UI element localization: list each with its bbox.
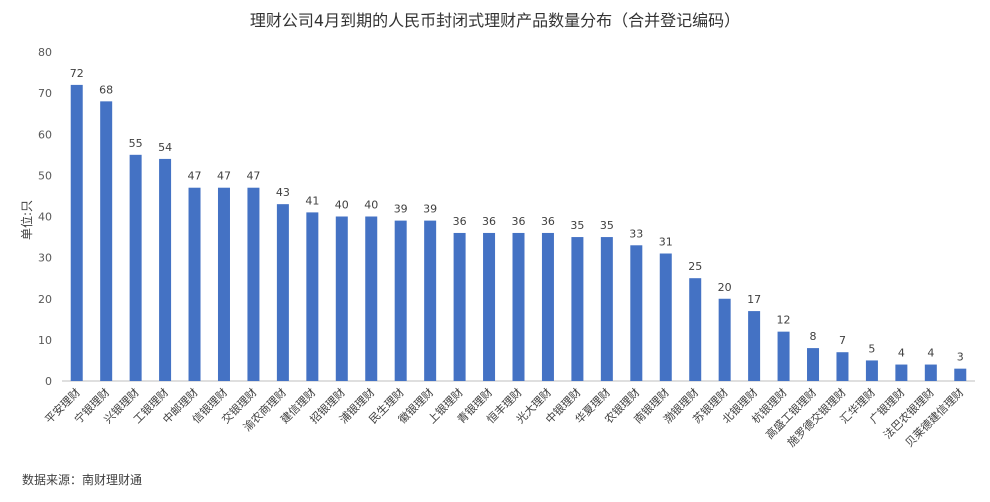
bar	[453, 232, 466, 381]
bars-group	[70, 84, 967, 382]
data-label: 39	[423, 203, 437, 216]
bar	[100, 101, 113, 381]
y-tick-label: 10	[38, 334, 52, 347]
data-label: 7	[839, 334, 846, 347]
data-label: 54	[158, 141, 172, 154]
y-tick-label: 40	[38, 211, 52, 224]
data-label: 47	[217, 170, 231, 183]
data-label: 33	[629, 227, 643, 240]
y-tick-label: 60	[38, 128, 52, 141]
bar	[954, 368, 967, 381]
data-label: 36	[482, 215, 496, 228]
data-label: 4	[898, 347, 905, 360]
bar	[865, 360, 878, 381]
data-label: 47	[246, 170, 260, 183]
data-label: 12	[777, 314, 791, 327]
bar	[188, 187, 201, 381]
y-tick-label: 20	[38, 293, 52, 306]
bar	[159, 158, 172, 381]
bar	[777, 331, 790, 381]
bar	[659, 253, 672, 381]
data-label: 36	[541, 215, 555, 228]
data-label: 68	[99, 83, 113, 96]
bar	[129, 154, 142, 381]
data-label: 43	[276, 186, 290, 199]
data-label: 55	[129, 137, 143, 150]
data-label: 41	[305, 194, 319, 207]
y-tick-label: 0	[45, 375, 52, 388]
bar	[394, 220, 407, 381]
data-label: 35	[570, 219, 584, 232]
y-axis-title: 单位:只	[19, 200, 34, 240]
bar	[541, 232, 554, 381]
data-label: 40	[364, 199, 378, 212]
data-label: 35	[600, 219, 614, 232]
bar	[630, 245, 643, 381]
bar	[247, 187, 260, 381]
bar	[836, 352, 849, 381]
data-label: 17	[747, 293, 761, 306]
bar	[70, 84, 83, 382]
data-label: 36	[453, 215, 467, 228]
data-label: 8	[810, 330, 817, 343]
data-label: 4	[927, 347, 934, 360]
bar	[512, 232, 525, 381]
bar	[424, 220, 437, 381]
bar	[217, 187, 230, 381]
bar	[365, 216, 378, 381]
data-label: 39	[394, 203, 408, 216]
data-label: 5	[868, 342, 875, 355]
data-label: 36	[512, 215, 526, 228]
y-tick-label: 30	[38, 252, 52, 265]
bar	[335, 216, 348, 381]
data-label: 40	[335, 199, 349, 212]
x-axis-ticks: 平安理财宁银理财兴银理财工银理财中邮理财信银理财交银理财渝农商理财建信理财招银理…	[42, 385, 967, 449]
y-axis-ticks: 0 10 20 30 40 50 60 70 80	[38, 46, 52, 388]
data-label: 31	[659, 236, 673, 249]
bar	[306, 212, 319, 381]
bar	[689, 278, 702, 381]
bar	[807, 348, 820, 381]
bar	[748, 311, 761, 381]
bar	[600, 237, 613, 381]
data-label: 72	[70, 67, 84, 80]
bar	[571, 237, 584, 381]
bar	[718, 298, 731, 381]
bar	[483, 232, 496, 381]
chart-title: 理财公司4月到期的人民币封闭式理财产品数量分布（合并登记编码）	[250, 11, 740, 30]
data-label: 47	[188, 170, 202, 183]
bar	[895, 364, 908, 381]
y-tick-label: 50	[38, 169, 52, 182]
bar	[924, 364, 937, 381]
data-label: 25	[688, 260, 702, 273]
bar	[276, 204, 289, 381]
y-tick-label: 70	[38, 87, 52, 100]
y-tick-label: 80	[38, 46, 52, 59]
data-label: 3	[957, 351, 964, 364]
source-note: 数据来源：南财理财通	[22, 472, 142, 487]
data-label: 20	[718, 281, 732, 294]
